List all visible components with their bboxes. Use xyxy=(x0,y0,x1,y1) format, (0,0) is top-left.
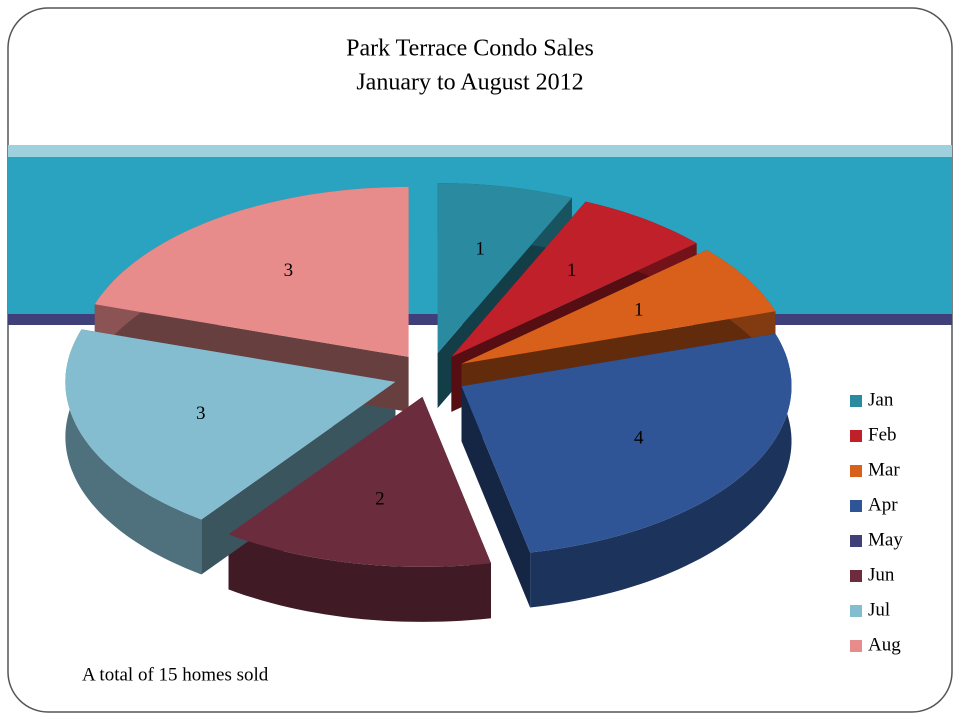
legend-swatch xyxy=(850,465,862,477)
chart-subtitle: January to August 2012 xyxy=(356,70,583,96)
data-label: 2 xyxy=(375,488,385,509)
slice-wall xyxy=(65,329,202,575)
legend-swatch xyxy=(850,570,862,582)
legend-label: Mar xyxy=(868,459,900,480)
legend-label: Jun xyxy=(868,564,895,585)
chart-title: Park Terrace Condo Sales xyxy=(346,36,594,62)
data-label: 3 xyxy=(284,260,294,281)
legend-swatch xyxy=(850,395,862,407)
pie-labels: 1 1 1 4 2 3 3 xyxy=(196,238,644,509)
slice xyxy=(228,396,491,567)
legend: Jan Feb Mar Apr May Jun Jul Aug xyxy=(850,389,903,655)
data-label: 3 xyxy=(196,403,206,424)
slice xyxy=(94,186,409,357)
data-label: 4 xyxy=(634,427,644,448)
legend-swatch xyxy=(850,605,862,617)
data-label: 1 xyxy=(475,238,485,259)
legend-label: Aug xyxy=(868,634,901,655)
legend-swatch xyxy=(850,640,862,652)
legend-label: Jul xyxy=(868,599,890,620)
band-top xyxy=(8,145,952,157)
legend-label: Jan xyxy=(868,389,894,410)
slice xyxy=(437,183,572,354)
data-label: 1 xyxy=(567,260,577,281)
slice xyxy=(461,250,776,364)
slice-wall xyxy=(228,534,491,622)
legend-swatch xyxy=(850,430,862,442)
legend-label: May xyxy=(868,529,903,550)
legend-swatch xyxy=(850,535,862,547)
slice-side xyxy=(461,386,531,608)
data-label: 1 xyxy=(634,299,644,320)
annotation: A total of 15 homes sold xyxy=(82,664,269,685)
slice-wall xyxy=(530,333,792,608)
slice xyxy=(461,333,792,553)
legend-swatch xyxy=(850,500,862,512)
slice xyxy=(451,201,697,357)
legend-label: Apr xyxy=(868,494,898,515)
pie-tops xyxy=(65,183,792,567)
legend-label: Feb xyxy=(868,424,897,445)
slice xyxy=(65,329,396,520)
